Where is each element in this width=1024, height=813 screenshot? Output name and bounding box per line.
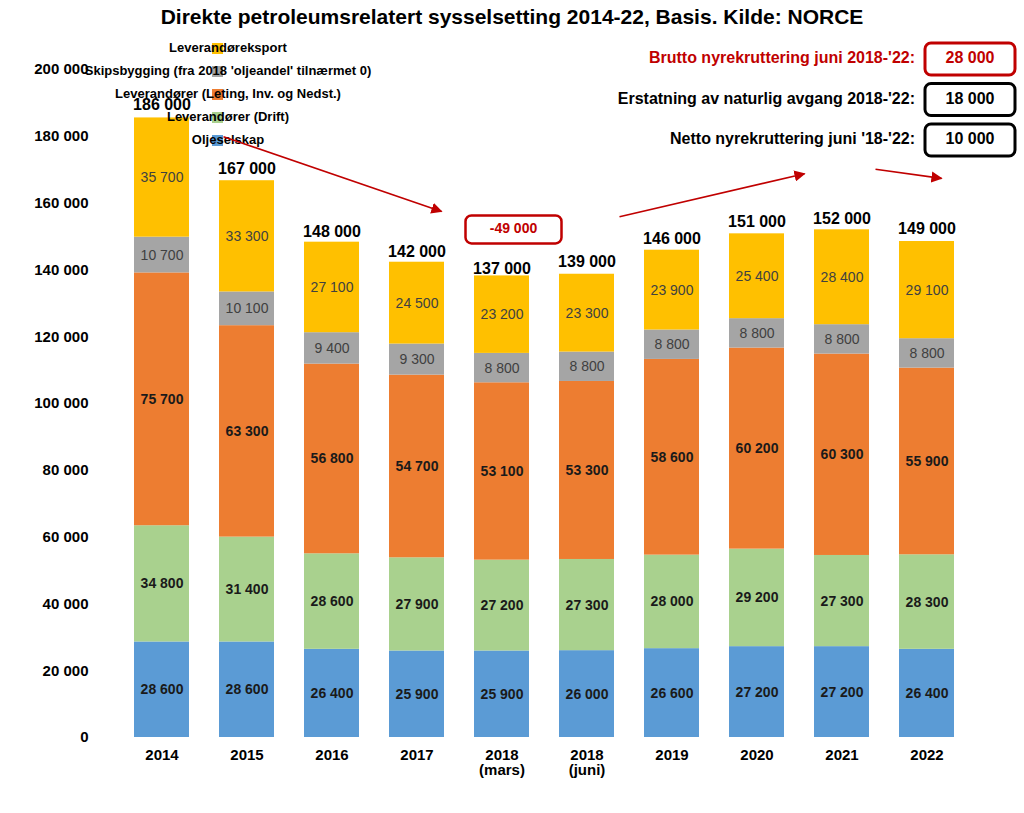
svg-text:2020: 2020 [740,746,773,763]
svg-text:2015: 2015 [230,746,263,763]
svg-text:28 000: 28 000 [651,593,694,609]
svg-text:53 300: 53 300 [566,462,609,478]
svg-text:75 700: 75 700 [141,391,184,407]
svg-text:27 100: 27 100 [311,279,354,295]
svg-text:23 900: 23 900 [651,282,694,298]
svg-text:Skipsbygging (fra 2018 'oljean: Skipsbygging (fra 2018 'oljeandel' tilnæ… [85,63,371,78]
svg-text:26 000: 26 000 [566,686,609,702]
svg-text:20 000: 20 000 [43,662,89,679]
svg-text:8 800: 8 800 [569,358,604,374]
svg-text:2014: 2014 [145,746,179,763]
svg-text:146 000: 146 000 [643,230,701,247]
svg-text:-49 000: -49 000 [490,220,538,236]
svg-text:33 300: 33 300 [226,228,269,244]
svg-text:8 800: 8 800 [909,345,944,361]
svg-text:Leverandører (Drift): Leverandører (Drift) [167,109,289,124]
svg-text:25 900: 25 900 [481,686,524,702]
svg-text:27 300: 27 300 [566,597,609,613]
svg-text:167 000: 167 000 [218,160,276,177]
svg-text:26 400: 26 400 [311,685,354,701]
svg-text:34 800: 34 800 [141,575,184,591]
svg-text:Leverandører (Leting, Inv. og: Leverandører (Leting, Inv. og Nedst.) [115,86,341,101]
svg-text:24 500: 24 500 [396,295,439,311]
svg-text:149 000: 149 000 [898,220,956,237]
svg-text:Oljeselskap: Oljeselskap [192,132,264,147]
svg-text:28 300: 28 300 [906,594,949,610]
svg-text:0: 0 [80,728,88,745]
svg-text:8 800: 8 800 [824,331,859,347]
svg-text:148 000: 148 000 [303,223,361,240]
svg-text:23 300: 23 300 [566,305,609,321]
svg-text:56 800: 56 800 [311,450,354,466]
svg-text:60 000: 60 000 [43,528,89,545]
svg-text:35 700: 35 700 [141,169,184,185]
svg-text:Leverandøreksport: Leverandøreksport [169,40,287,55]
svg-text:160 000: 160 000 [34,194,88,211]
svg-text:25 900: 25 900 [396,686,439,702]
svg-text:200 000: 200 000 [34,60,88,77]
svg-text:53 100: 53 100 [481,463,524,479]
svg-text:100 000: 100 000 [34,394,88,411]
svg-text:2019: 2019 [655,746,688,763]
svg-text:26 400: 26 400 [906,685,949,701]
svg-text:80 000: 80 000 [43,461,89,478]
svg-text:10 700: 10 700 [141,247,184,263]
svg-text:8 800: 8 800 [654,336,689,352]
svg-text:23 200: 23 200 [481,306,524,322]
html-text:Direkte petroleumsrelatert sys: Direkte petroleumsrelatert sysselsetting… [160,5,864,28]
svg-text:60 300: 60 300 [821,446,864,462]
svg-text:2016: 2016 [315,746,348,763]
svg-text:8 800: 8 800 [739,325,774,341]
svg-text:Netto nyrekruttering juni '18-: Netto nyrekruttering juni '18-'22: [670,130,915,147]
svg-text:140 000: 140 000 [34,261,88,278]
svg-text:27 200: 27 200 [821,684,864,700]
svg-text:26 600: 26 600 [651,685,694,701]
svg-text:10 100: 10 100 [226,300,269,316]
svg-text:28 600: 28 600 [141,681,184,697]
svg-text:152 000: 152 000 [813,210,871,227]
svg-text:25 400: 25 400 [736,268,779,284]
svg-text:27 200: 27 200 [736,684,779,700]
svg-text:2021: 2021 [825,746,858,763]
svg-text:2018(mars): 2018(mars) [479,746,525,778]
svg-text:54 700: 54 700 [396,458,439,474]
svg-text:18 000: 18 000 [946,90,995,107]
svg-text:8 800: 8 800 [484,360,519,376]
svg-text:27 200: 27 200 [481,597,524,613]
svg-text:28 600: 28 600 [226,681,269,697]
svg-text:10 000: 10 000 [946,130,995,147]
svg-text:2022: 2022 [910,746,943,763]
svg-text:27 900: 27 900 [396,596,439,612]
svg-text:Brutto nyrekruttering juni 201: Brutto nyrekruttering juni 2018-'22: [649,49,915,66]
svg-text:28 000: 28 000 [946,49,995,66]
svg-text:40 000: 40 000 [43,595,89,612]
svg-text:180 000: 180 000 [34,127,88,144]
svg-text:2017: 2017 [400,746,433,763]
svg-text:29 100: 29 100 [906,282,949,298]
svg-text:28 600: 28 600 [311,593,354,609]
svg-text:31 400: 31 400 [226,581,269,597]
svg-text:63 300: 63 300 [226,423,269,439]
svg-text:58 600: 58 600 [651,449,694,465]
svg-text:9 300: 9 300 [399,351,434,367]
svg-text:Erstatning av naturlig avgang: Erstatning av naturlig avgang 2018-'22: [618,90,915,107]
svg-text:27 300: 27 300 [821,593,864,609]
svg-text:9 400: 9 400 [314,340,349,356]
svg-text:28 400: 28 400 [821,269,864,285]
svg-text:29 200: 29 200 [736,589,779,605]
svg-text:151 000: 151 000 [728,213,786,230]
svg-text:2018(juni): 2018(juni) [569,746,606,778]
svg-text:139 000: 139 000 [558,253,616,270]
svg-text:137 000: 137 000 [473,260,531,277]
svg-text:60 200: 60 200 [736,440,779,456]
svg-text:120 000: 120 000 [34,328,88,345]
svg-text:55 900: 55 900 [906,453,949,469]
svg-text:142 000: 142 000 [388,243,446,260]
